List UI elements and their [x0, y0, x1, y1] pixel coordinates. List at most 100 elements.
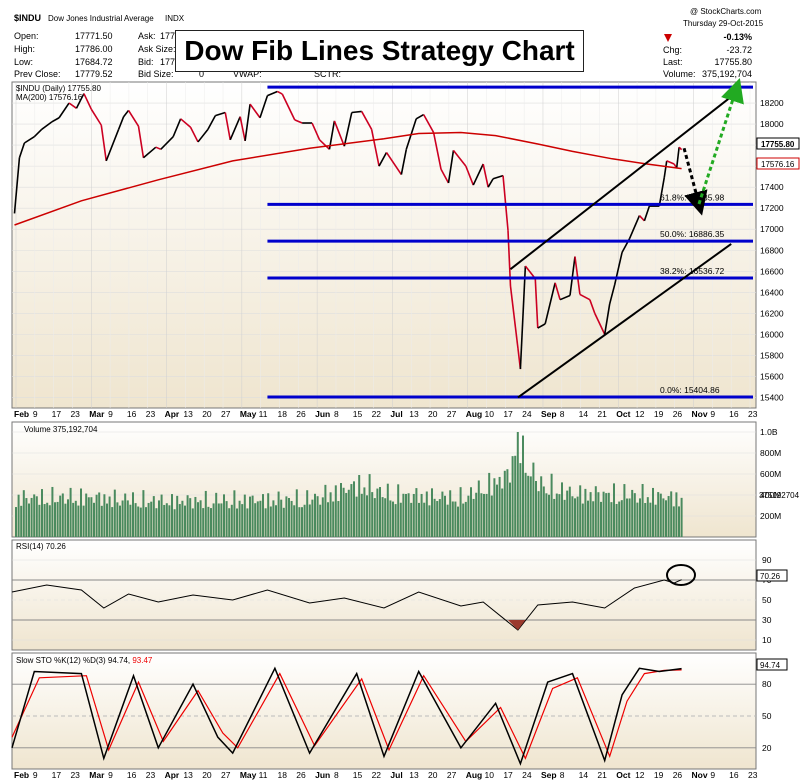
fib-level-label: 61.8%: 17235.98 [660, 192, 725, 202]
volume-bar [38, 504, 41, 537]
stochastic-panel [11, 652, 757, 770]
volume-bar [576, 496, 579, 537]
volume-tick-label: 800M [760, 448, 781, 458]
volume-bar [459, 487, 462, 537]
time-tick-label: 23 [748, 409, 758, 419]
time-tick-label: 20 [428, 409, 438, 419]
bid-value: 177 [160, 57, 175, 67]
volume-bar [93, 502, 95, 537]
volume-bar [259, 500, 262, 537]
last-price-tag [756, 137, 800, 150]
volume-bar [22, 490, 25, 537]
price-segment [360, 111, 373, 130]
time-tick-label: 15 [353, 409, 363, 419]
volume-bar [605, 493, 608, 537]
price-segment [613, 252, 623, 286]
volume-bar [77, 505, 80, 537]
time-tick-label: Feb [14, 409, 29, 419]
volume-bar [243, 494, 246, 537]
rsi-highlight-circle [666, 564, 696, 586]
axes: 1540015600158001600016200164001660016800… [14, 98, 784, 780]
volume-bar [506, 469, 509, 537]
fib-level-label: 50.0%: 16886.35 [660, 229, 725, 239]
volume-bar [545, 493, 548, 537]
volume-bar [381, 497, 384, 537]
volume-bar [438, 499, 441, 537]
time-tick-label: 27 [447, 409, 457, 419]
volume-bar [516, 432, 519, 537]
price-segment [658, 177, 666, 207]
price-segment [447, 150, 455, 184]
price-segment [628, 215, 641, 240]
price-segment [537, 323, 546, 329]
price-segment [678, 146, 683, 151]
volume-bar [256, 501, 259, 537]
price-tick-label: 16600 [760, 266, 784, 276]
volume-bar [425, 491, 428, 537]
price-segment [100, 125, 108, 161]
price-legend: $INDU (Daily) 17755.80 [16, 84, 101, 93]
volume-bar [672, 506, 675, 537]
time-tick-label: 13 [183, 770, 193, 780]
volume-bar [529, 476, 532, 537]
volume-bar [631, 489, 634, 537]
volume-bar [607, 492, 610, 537]
volume-bar [176, 495, 179, 537]
exchange: INDX [165, 14, 185, 23]
price-segment [294, 119, 303, 124]
price-segment [415, 113, 425, 120]
price-segment [675, 147, 680, 169]
volume-bar [178, 504, 181, 537]
volume-bar [449, 490, 452, 537]
change-percent: -0.13% [723, 32, 752, 42]
rsi-panel [11, 539, 757, 651]
ma-legend: MA(200) 17576.16 [16, 93, 83, 102]
volume-bar [106, 503, 108, 537]
volume-bar [524, 472, 527, 537]
price-segment [343, 112, 353, 147]
volume-bar [35, 496, 38, 537]
stochastic-d-line [11, 669, 682, 760]
volume-bar [589, 492, 592, 537]
time-tick-label: Nov [692, 770, 708, 780]
index-name: Dow Jones Industrial Average [48, 14, 154, 23]
prev-close-value: 17779.52 [75, 69, 113, 79]
time-tick-label: 8 [560, 409, 565, 419]
high-value: 17786.00 [75, 44, 113, 54]
rsi-tick-label: 50 [762, 595, 772, 605]
volume-bar [571, 496, 574, 537]
volume-bar [100, 505, 103, 537]
time-tick-label: 13 [409, 770, 419, 780]
volume-bar [249, 496, 251, 537]
volume-bar [444, 495, 446, 537]
time-tick-label: 20 [202, 409, 212, 419]
time-tick-label: 23 [748, 770, 758, 780]
price-segment [452, 149, 467, 167]
time-tick-label: 15 [353, 770, 363, 780]
volume-bar [376, 488, 379, 537]
price-segment [569, 256, 576, 296]
volume-bar [204, 490, 207, 537]
price-segment [180, 118, 192, 128]
volume-bar [272, 500, 275, 537]
volume-bar [329, 492, 332, 537]
volume-bar [350, 484, 353, 537]
volume-bar [568, 486, 571, 537]
volume-bar [150, 501, 153, 537]
volume-bar [454, 501, 457, 537]
time-tick-label: 12 [635, 770, 645, 780]
volume-bar [420, 493, 423, 537]
volume-bar [358, 475, 361, 537]
rsi-series [11, 579, 682, 631]
volume-bar [220, 503, 223, 537]
time-tick-label: 10 [485, 409, 495, 419]
volume-bar [451, 501, 454, 537]
price-segment [638, 215, 645, 222]
price-tick-label: 15600 [760, 371, 784, 381]
price-segment [534, 278, 539, 329]
volume-bar [423, 502, 426, 537]
volume-bar [168, 505, 171, 537]
price-segment [33, 128, 43, 138]
